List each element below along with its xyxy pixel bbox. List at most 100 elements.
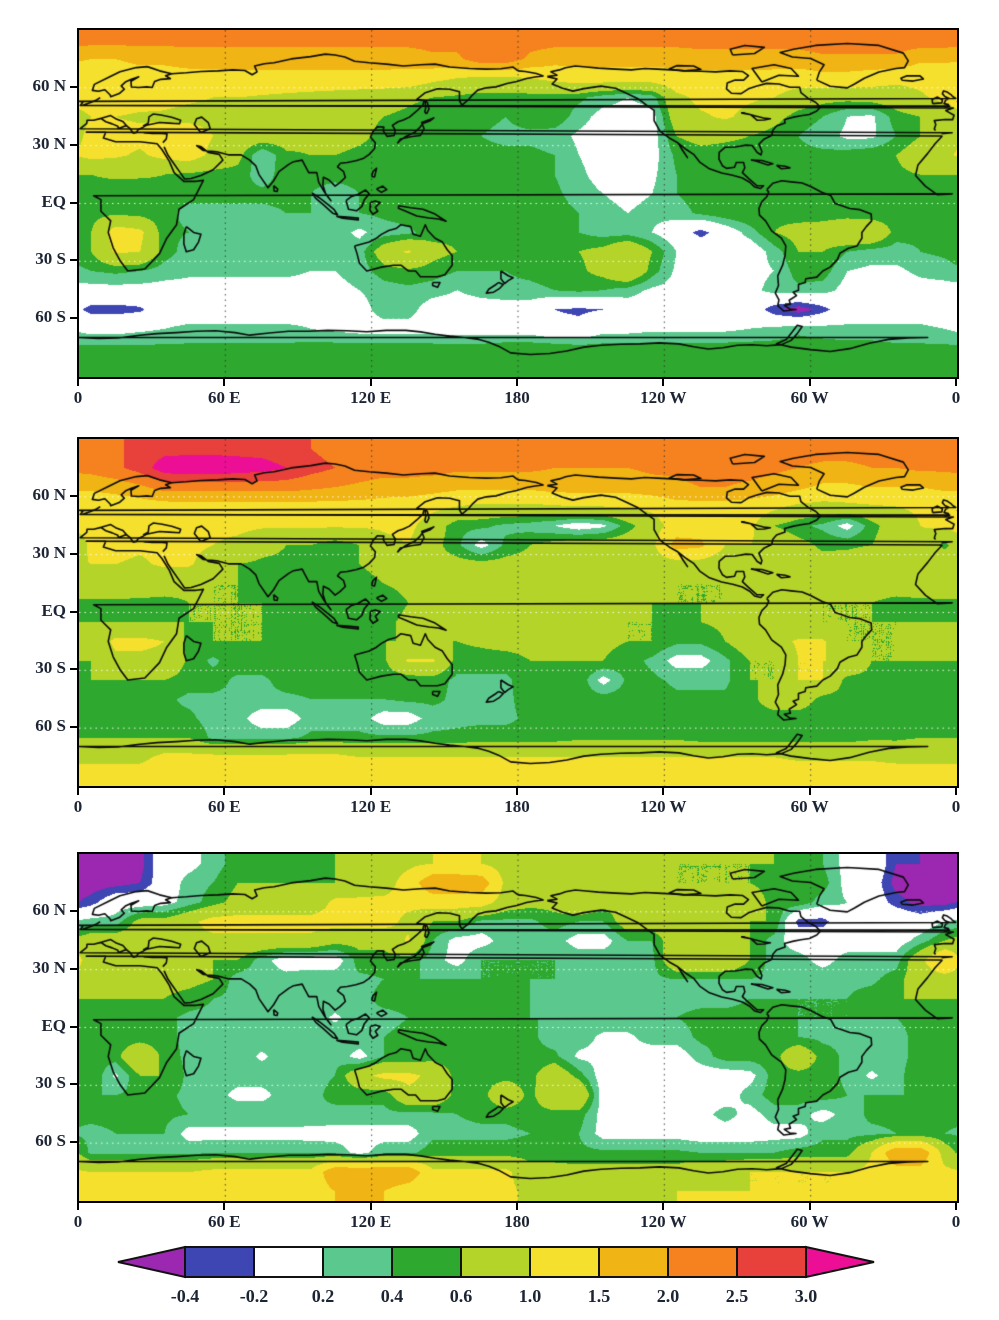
x-axis-label: 120 E [350,797,392,816]
y-axis-tick [70,85,77,88]
colorbar-segment-0 [184,1246,255,1278]
y-axis-tick [70,1083,77,1086]
x-axis-label: 60 E [208,388,241,407]
y-axis-tick [70,1141,77,1144]
y-axis-tick [70,494,77,497]
colorbar-above-arrow [805,1245,875,1279]
y-axis-label: EQ [41,1015,66,1035]
x-axis-tick [77,379,79,386]
colorbar: -0.4 -0.2 0.2 0.4 0.6 1.0 1.5 2.0 2.5 3.0 [0,1238,999,1318]
x-axis-tick [223,788,226,795]
x-axis-label: 180 [504,1212,530,1231]
y-axis-label: 30 N [32,957,66,977]
x-axis-tick [955,379,957,386]
x-axis-label: 120 W [640,797,687,816]
colorbar-segment-8 [736,1246,807,1278]
y-axis-label: 60 S [35,307,66,327]
contour-field-canvas-bottom [79,854,957,1201]
x-axis-tick [662,1203,665,1210]
y-axis-label: 30 S [35,249,66,269]
colorbar-segment-3 [391,1246,462,1278]
x-axis-tick [808,788,811,795]
y-axis-tick [70,909,77,912]
colorbar-tick-label: 3.0 [794,1286,818,1306]
colorbar-svg [117,1245,875,1279]
y-axis-label: 60 S [35,716,66,736]
y-axis-tick [70,317,77,320]
colorbar-segment-6 [598,1246,669,1278]
map-panel-top [77,28,959,379]
y-axis-label: 30 S [35,1073,66,1093]
colorbar-tick-label: 0.2 [311,1286,335,1306]
x-axis-label: 0 [951,388,961,407]
y-axis-label: EQ [41,191,66,211]
y-axis-tick [70,1025,77,1028]
colorbar-tick-label: 1.5 [587,1286,611,1306]
y-axis-label: 60 N [32,484,66,504]
x-axis-label: 60 E [208,1212,241,1231]
map-panel-middle [77,437,959,788]
x-axis-label: 60 W [790,388,829,407]
y-axis-tick [70,143,77,146]
x-axis-label: 0 [73,388,83,407]
y-axis-tick [70,967,77,970]
x-axis-label: 0 [951,797,961,816]
colorbar-segment-2 [322,1246,393,1278]
x-axis-label: 120 W [640,1212,687,1231]
x-axis-label: 60 W [790,797,829,816]
x-axis-tick [516,379,518,386]
colorbar-below-arrow [117,1245,186,1279]
x-axis-tick [662,379,665,386]
colorbar-segment-7 [667,1246,738,1278]
x-axis-label: 60 W [790,1212,829,1231]
x-axis-tick [369,379,372,386]
x-axis-tick [223,1203,226,1210]
x-axis-label: 120 E [350,1212,392,1231]
y-axis-tick [70,610,77,613]
x-axis-label: 180 [504,797,530,816]
y-axis-label: EQ [41,600,66,620]
x-axis-label: 0 [951,1212,961,1231]
x-axis-label: 0 [73,1212,83,1231]
colorbar-tick-label: 2.0 [656,1286,680,1306]
y-axis-tick [70,259,77,262]
contour-field-canvas-top [79,30,957,377]
colorbar-segment-4 [460,1246,531,1278]
x-axis-label: 180 [504,388,530,407]
map-panel-bottom [77,852,959,1203]
x-axis-label: 120 E [350,388,392,407]
x-axis-tick [369,1203,372,1210]
x-axis-tick [369,788,372,795]
colorbar-tick-label: 0.6 [449,1286,473,1306]
x-axis-tick [955,1203,957,1210]
colorbar-tick-label: 1.0 [518,1286,542,1306]
x-axis-tick [955,788,957,795]
y-axis-tick [70,668,77,671]
colorbar-tick-label: 2.5 [725,1286,749,1306]
y-axis-label: 30 S [35,658,66,678]
x-axis-tick [77,788,79,795]
y-axis-tick [70,726,77,729]
x-axis-tick [223,379,226,386]
y-axis-label: 60 S [35,1131,66,1151]
x-axis-tick [662,788,665,795]
x-axis-tick [77,1203,79,1210]
colorbar-tick-label: -0.4 [170,1286,200,1306]
x-axis-label: 60 E [208,797,241,816]
y-axis-label: 30 N [32,133,66,153]
y-axis-label: 60 N [32,75,66,95]
x-axis-label: 120 W [640,388,687,407]
contour-field-canvas-middle [79,439,957,786]
x-axis-tick [808,379,811,386]
colorbar-tick-label: -0.2 [239,1286,269,1306]
x-axis-tick [808,1203,811,1210]
y-axis-label: 30 N [32,542,66,562]
colorbar-segment-5 [529,1246,600,1278]
y-axis-tick [70,201,77,204]
x-axis-tick [516,788,518,795]
x-axis-tick [516,1203,518,1210]
x-axis-label: 0 [73,797,83,816]
y-axis-label: 60 N [32,899,66,919]
y-axis-tick [70,552,77,555]
